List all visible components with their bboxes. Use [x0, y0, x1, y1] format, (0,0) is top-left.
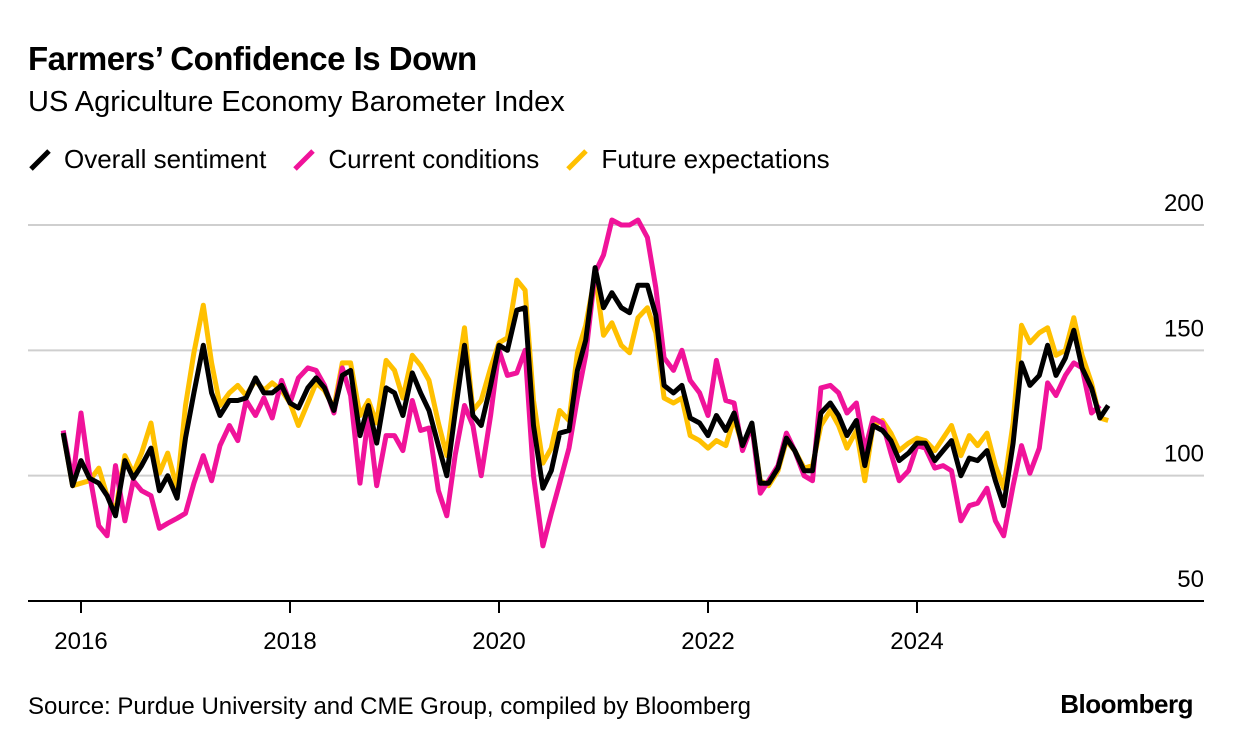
x-tick-label-2024: 2024: [890, 628, 943, 655]
legend-label-current: Current conditions: [328, 144, 540, 174]
y-tick-label-200: 200: [1164, 190, 1204, 217]
y-tick-label-150: 150: [1164, 315, 1204, 342]
x-tick-label-2018: 2018: [263, 628, 316, 655]
x-axis: 2016 2018 2020 2022 2024: [28, 600, 1204, 655]
legend-swatch-overall: [29, 148, 51, 171]
legend-label-overall: Overall sentiment: [64, 144, 267, 174]
legend-label-future: Future expectations: [601, 144, 830, 174]
series-lines: [60, 217, 1111, 549]
series-line-overall-sentiment: [60, 265, 1111, 519]
x-tick-label-2020: 2020: [472, 628, 525, 655]
legend-item-future: Future expectations: [565, 144, 830, 175]
legend-item-overall: Overall sentiment: [28, 144, 266, 175]
source-note: Source: Purdue University and CME Group,…: [28, 693, 751, 720]
chart-subtitle: US Agriculture Economy Barometer Index: [28, 86, 565, 118]
y-tick-label-100: 100: [1164, 441, 1204, 468]
legend: Overall sentiment Current conditions Fut…: [28, 144, 856, 175]
x-tick-label-2016: 2016: [54, 628, 107, 655]
series-line-current-conditions: [60, 217, 1102, 549]
legend-swatch-current: [293, 148, 316, 171]
legend-swatch-future: [566, 148, 589, 171]
legend-item-current: Current conditions: [292, 144, 539, 175]
y-tick-label-50: 50: [1177, 566, 1204, 593]
bloomberg-logo: Bloomberg: [1060, 689, 1193, 719]
x-tick-label-2022: 2022: [681, 628, 734, 655]
chart-title: Farmers’ Confidence Is Down: [28, 40, 477, 77]
y-tick-labels: 50 100 150 200: [1164, 190, 1204, 593]
